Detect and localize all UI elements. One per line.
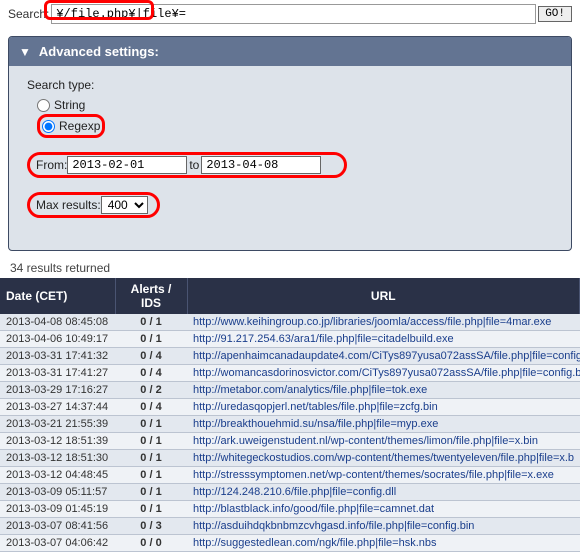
cell-date: 2013-03-09 01:45:19 bbox=[0, 501, 115, 518]
col-date[interactable]: Date (CET) bbox=[0, 278, 115, 314]
table-row[interactable]: 2013-03-07 04:06:420 / 0http://suggested… bbox=[0, 535, 580, 552]
cell-url[interactable]: http://124.248.210.6/file.php|file=confi… bbox=[187, 484, 580, 501]
cell-alerts: 0 / 0 bbox=[115, 535, 187, 552]
cell-url[interactable]: http://breakthouehmid.su/nsa/file.php|fi… bbox=[187, 416, 580, 433]
cell-date: 2013-03-12 18:51:30 bbox=[0, 450, 115, 467]
advanced-title: Advanced settings: bbox=[39, 44, 159, 59]
cell-url[interactable]: http://womancasdorinosvictor.com/CiTys89… bbox=[187, 365, 580, 382]
table-row[interactable]: 2013-03-12 18:51:300 / 1http://whitegeck… bbox=[0, 450, 580, 467]
cell-date: 2013-03-21 21:55:39 bbox=[0, 416, 115, 433]
table-row[interactable]: 2013-03-09 01:45:190 / 1http://blastblac… bbox=[0, 501, 580, 518]
chevron-down-icon: ▼ bbox=[19, 45, 31, 59]
table-row[interactable]: 2013-04-06 10:49:170 / 1http://91.217.25… bbox=[0, 331, 580, 348]
cell-url[interactable]: http://asduihdqkbnbmzcvhgasd.info/file.p… bbox=[187, 518, 580, 535]
cell-url[interactable]: http://stresssymptomen.net/wp-content/th… bbox=[187, 467, 580, 484]
cell-alerts: 0 / 1 bbox=[115, 314, 187, 331]
search-type-label: Search type: bbox=[27, 78, 553, 92]
table-row[interactable]: 2013-03-29 17:16:270 / 2http://metabor.c… bbox=[0, 382, 580, 399]
cell-date: 2013-03-31 17:41:27 bbox=[0, 365, 115, 382]
cell-date: 2013-03-27 14:37:44 bbox=[0, 399, 115, 416]
results-count: 34 results returned bbox=[0, 259, 580, 278]
cell-date: 2013-03-12 18:51:39 bbox=[0, 433, 115, 450]
advanced-settings-header[interactable]: ▼ Advanced settings: bbox=[9, 37, 571, 66]
cell-alerts: 0 / 1 bbox=[115, 501, 187, 518]
cell-alerts: 0 / 4 bbox=[115, 365, 187, 382]
cell-alerts: 0 / 1 bbox=[115, 416, 187, 433]
search-input[interactable] bbox=[51, 4, 536, 24]
table-row[interactable]: 2013-03-07 08:41:560 / 3http://asduihdqk… bbox=[0, 518, 580, 535]
table-row[interactable]: 2013-03-12 18:51:390 / 1http://ark.uweig… bbox=[0, 433, 580, 450]
from-input[interactable] bbox=[67, 156, 187, 174]
radio-regexp-label: Regexp bbox=[59, 119, 100, 133]
highlight-maxresults: Max results: 400 bbox=[27, 192, 160, 218]
cell-date: 2013-03-12 04:48:45 bbox=[0, 467, 115, 484]
radio-string-label: String bbox=[54, 98, 85, 112]
col-url[interactable]: URL bbox=[187, 278, 580, 314]
cell-url[interactable]: http://apenhaimcanadaupdate4.com/CiTys89… bbox=[187, 348, 580, 365]
cell-alerts: 0 / 1 bbox=[115, 450, 187, 467]
cell-url[interactable]: http://uredasqopjerl.net/tables/file.php… bbox=[187, 399, 580, 416]
cell-alerts: 0 / 1 bbox=[115, 467, 187, 484]
go-button[interactable]: GO! bbox=[538, 6, 572, 22]
cell-date: 2013-03-09 05:11:57 bbox=[0, 484, 115, 501]
cell-alerts: 0 / 4 bbox=[115, 348, 187, 365]
search-label: Search: bbox=[8, 7, 49, 21]
cell-url[interactable]: http://whitegeckostudios.com/wp-content/… bbox=[187, 450, 580, 467]
highlight-daterange: From: to bbox=[27, 152, 347, 178]
table-row[interactable]: 2013-04-08 08:45:080 / 1http://www.keihi… bbox=[0, 314, 580, 331]
results-table: Date (CET) Alerts / IDS URL 2013-04-08 0… bbox=[0, 278, 580, 552]
table-row[interactable]: 2013-03-31 17:41:270 / 4http://womancasd… bbox=[0, 365, 580, 382]
to-input[interactable] bbox=[201, 156, 321, 174]
cell-alerts: 0 / 2 bbox=[115, 382, 187, 399]
max-results-select[interactable]: 400 bbox=[101, 196, 148, 214]
cell-url[interactable]: http://suggestedlean.com/ngk/file.php|fi… bbox=[187, 535, 580, 552]
cell-date: 2013-04-08 08:45:08 bbox=[0, 314, 115, 331]
cell-date: 2013-03-31 17:41:32 bbox=[0, 348, 115, 365]
cell-alerts: 0 / 3 bbox=[115, 518, 187, 535]
cell-alerts: 0 / 4 bbox=[115, 399, 187, 416]
cell-url[interactable]: http://blastblack.info/good/file.php|fil… bbox=[187, 501, 580, 518]
cell-url[interactable]: http://ark.uweigenstudent.nl/wp-content/… bbox=[187, 433, 580, 450]
radio-regexp[interactable] bbox=[42, 120, 55, 133]
cell-url[interactable]: http://metabor.com/analytics/file.php|fi… bbox=[187, 382, 580, 399]
cell-date: 2013-03-07 08:41:56 bbox=[0, 518, 115, 535]
table-row[interactable]: 2013-03-21 21:55:390 / 1http://breakthou… bbox=[0, 416, 580, 433]
highlight-regexp: Regexp bbox=[37, 114, 105, 138]
table-row[interactable]: 2013-03-31 17:41:320 / 4http://apenhaimc… bbox=[0, 348, 580, 365]
cell-date: 2013-03-07 04:06:42 bbox=[0, 535, 115, 552]
radio-string-row[interactable]: String bbox=[37, 98, 553, 112]
radio-string[interactable] bbox=[37, 99, 50, 112]
cell-date: 2013-04-06 10:49:17 bbox=[0, 331, 115, 348]
from-label: From: bbox=[36, 158, 67, 172]
table-row[interactable]: 2013-03-12 04:48:450 / 1http://stresssym… bbox=[0, 467, 580, 484]
cell-date: 2013-03-29 17:16:27 bbox=[0, 382, 115, 399]
cell-alerts: 0 / 1 bbox=[115, 484, 187, 501]
cell-alerts: 0 / 1 bbox=[115, 433, 187, 450]
to-label: to bbox=[189, 158, 199, 172]
cell-url[interactable]: http://www.keihingroup.co.jp/libraries/j… bbox=[187, 314, 580, 331]
cell-url[interactable]: http://91.217.254.63/ara1/file.php|file=… bbox=[187, 331, 580, 348]
advanced-settings-panel: ▼ Advanced settings: Search type: String… bbox=[8, 36, 572, 251]
col-alerts[interactable]: Alerts / IDS bbox=[115, 278, 187, 314]
table-row[interactable]: 2013-03-27 14:37:440 / 4http://uredasqop… bbox=[0, 399, 580, 416]
cell-alerts: 0 / 1 bbox=[115, 331, 187, 348]
table-row[interactable]: 2013-03-09 05:11:570 / 1http://124.248.2… bbox=[0, 484, 580, 501]
max-results-label: Max results: bbox=[36, 198, 101, 212]
radio-regexp-row[interactable]: Regexp bbox=[42, 119, 100, 133]
